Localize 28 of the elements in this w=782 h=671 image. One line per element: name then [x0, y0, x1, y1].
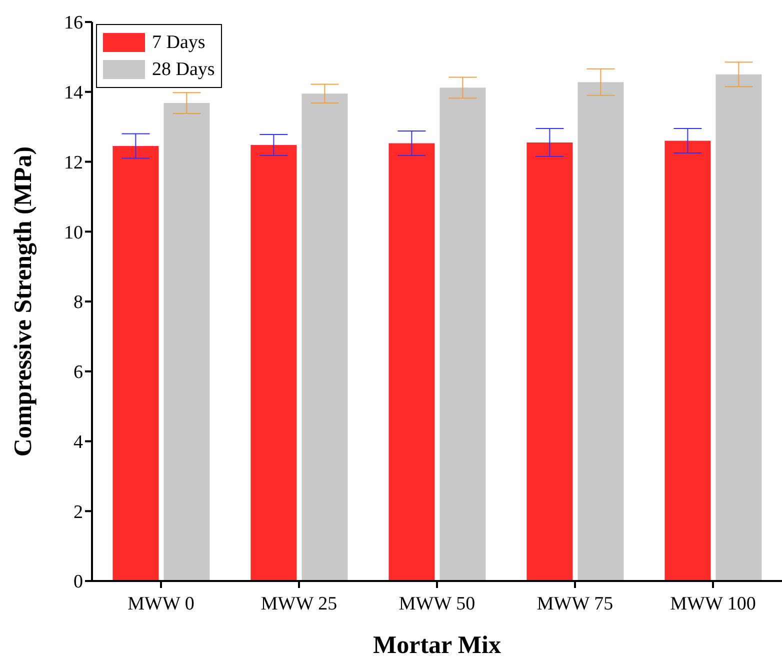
bar [526, 142, 573, 581]
x-tick-label: MWW 0 [128, 593, 194, 614]
bar [302, 94, 348, 581]
y-tick-label: 2 [74, 502, 83, 523]
y-axis-title: Compressive Strength (MPa) [10, 146, 37, 457]
y-tick-label: 12 [64, 152, 83, 174]
y-tick-label: 16 [64, 12, 83, 34]
y-tick-label: 6 [74, 362, 83, 384]
x-tick-label: MWW 50 [398, 593, 476, 614]
bar [164, 103, 210, 581]
y-tick-label: 8 [74, 292, 83, 314]
x-axis-title: Mortar Mix [373, 632, 502, 659]
y-tick-label: 10 [64, 222, 83, 244]
x-tick-label: MWW 100 [670, 593, 756, 614]
bar [578, 82, 624, 581]
bar [664, 140, 711, 581]
bar [440, 88, 486, 581]
y-tick-label: 4 [74, 432, 84, 453]
bar [716, 74, 762, 581]
legend-label: 28 Days [152, 58, 215, 80]
y-tick-label: 0 [74, 572, 83, 593]
x-tick-label: MWW 75 [536, 593, 614, 614]
legend-label: 7 Days [152, 32, 206, 54]
bar [250, 144, 297, 581]
bar [388, 143, 435, 581]
y-tick-label: 14 [64, 82, 84, 104]
bar [112, 146, 159, 581]
x-tick-label: MWW 25 [260, 593, 338, 614]
